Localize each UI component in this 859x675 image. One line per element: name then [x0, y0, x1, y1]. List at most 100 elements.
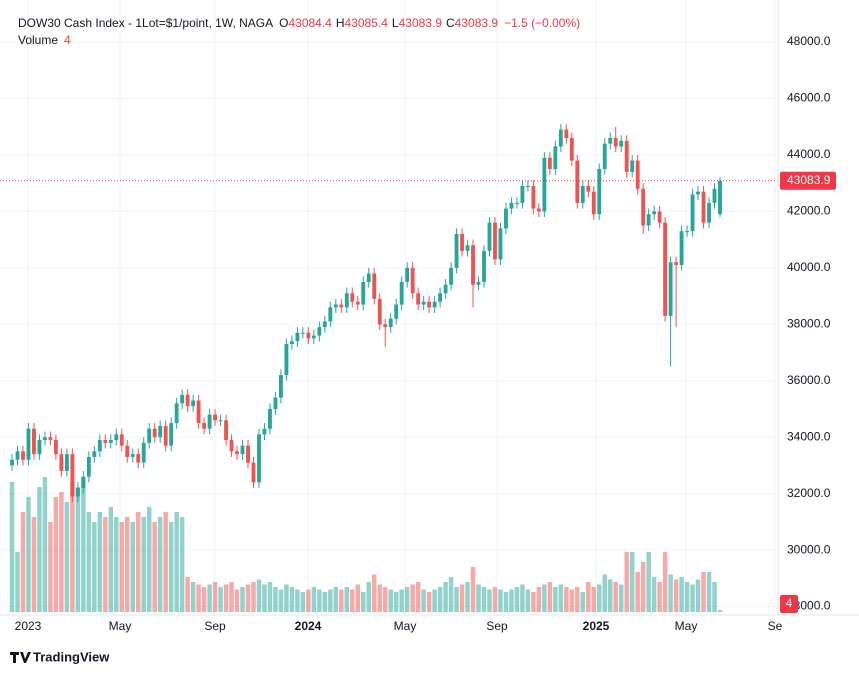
candle-body: [493, 222, 497, 260]
candle-body: [322, 321, 327, 328]
candle-body: [163, 425, 168, 446]
candle-body: [427, 301, 432, 308]
candle-body: [355, 301, 360, 305]
candle-body: [284, 344, 289, 376]
volume-bar: [679, 577, 684, 612]
candle-body: [229, 440, 234, 452]
last-price-tag: [780, 171, 836, 190]
y-tick-label: 34000.0: [787, 429, 831, 443]
candle-body: [685, 231, 689, 233]
volume-bar: [70, 482, 75, 612]
volume-bar: [201, 587, 207, 612]
candle-body: [344, 293, 349, 308]
candle-body: [32, 428, 36, 455]
candle-body: [547, 157, 552, 170]
candle-body: [487, 222, 492, 251]
last-price-label: 43083.9: [787, 173, 831, 187]
volume-bar: [179, 517, 185, 612]
volume-bar: [245, 584, 251, 612]
volume-bar: [9, 482, 15, 612]
logo: TradingView: [10, 649, 110, 664]
volume-bar: [289, 587, 295, 612]
candle-body: [383, 324, 388, 328]
candle-body: [580, 185, 585, 203]
volume-bar: [558, 584, 564, 612]
volume-bar: [547, 582, 553, 612]
volume-bar: [190, 582, 196, 612]
candle-body: [608, 138, 613, 144]
volume-bar: [465, 582, 470, 612]
volume-bar: [130, 522, 135, 612]
y-tick-label: 32000.0: [787, 486, 831, 500]
volume-bar: [152, 522, 157, 612]
volume-bar: [256, 579, 262, 612]
candle-body: [196, 400, 201, 424]
x-tick-label: Sep: [486, 619, 508, 633]
candle-body: [295, 332, 300, 342]
y-tick-label: 42000.0: [787, 204, 831, 218]
volume-bar: [432, 589, 437, 612]
candle-body: [718, 180, 722, 215]
volume-bar: [64, 502, 70, 612]
candle-body: [289, 341, 294, 345]
candle-body: [525, 185, 530, 187]
volume-bar: [350, 589, 355, 612]
volume-bar: [240, 587, 245, 612]
candle-body: [674, 262, 679, 266]
volume-bar: [564, 587, 569, 612]
candle-body: [213, 414, 217, 421]
candle-body: [449, 267, 453, 285]
candle-body: [663, 222, 668, 316]
volume-bar: [393, 592, 399, 612]
candle-body: [509, 202, 514, 209]
legend-key: L: [392, 16, 399, 30]
volume-bar: [509, 589, 514, 612]
candle-body: [224, 420, 228, 441]
x-tick-label: May: [675, 619, 698, 633]
volume-bar: [454, 587, 459, 612]
volume-bar: [300, 592, 306, 612]
volume-bar: [668, 574, 673, 612]
candle-body: [569, 138, 574, 161]
candle-body: [141, 442, 146, 463]
candle-body: [191, 400, 196, 407]
volume-bar: [591, 587, 597, 612]
candle-body: [26, 428, 31, 460]
candle-body: [240, 445, 245, 455]
candle-body: [361, 281, 366, 305]
candle-body: [169, 423, 174, 446]
candle-body: [136, 454, 141, 463]
y-tick-label: 38000.0: [787, 316, 831, 330]
x-tick-label: Se: [768, 619, 783, 633]
candle-body: [366, 273, 371, 282]
volume-bar: [553, 587, 558, 612]
candle-body: [553, 146, 558, 170]
volume-bar: [448, 577, 454, 612]
volume-bar: [108, 507, 114, 612]
volume-tag-label: 4: [786, 596, 793, 610]
candle-body: [520, 185, 525, 203]
volume-bar: [651, 577, 657, 612]
volume-bar: [476, 584, 481, 612]
candle-body: [372, 273, 377, 299]
candle-body: [652, 211, 657, 215]
candle-body: [279, 375, 283, 398]
candle-body: [147, 428, 152, 443]
volume-bar: [278, 589, 284, 612]
candle-body: [311, 335, 316, 339]
volume-bar: [607, 579, 613, 612]
candle-body: [75, 487, 80, 497]
candle-body: [421, 301, 426, 305]
candle-body: [690, 194, 695, 232]
volume-bar: [174, 512, 179, 612]
candle-body: [43, 437, 47, 441]
title: DOW30 Cash Index - 1Lot=$1/point, 1W, NA…: [18, 16, 273, 30]
x-tick-label: 2023: [15, 619, 42, 633]
volume-bar: [443, 582, 448, 612]
candle-body: [350, 293, 355, 302]
candle-body: [317, 327, 322, 336]
volume-bar: [701, 572, 706, 612]
legend-value: 43083.9: [455, 16, 499, 30]
volume-bar: [706, 572, 712, 612]
x-tick-label: 2024: [295, 619, 322, 633]
